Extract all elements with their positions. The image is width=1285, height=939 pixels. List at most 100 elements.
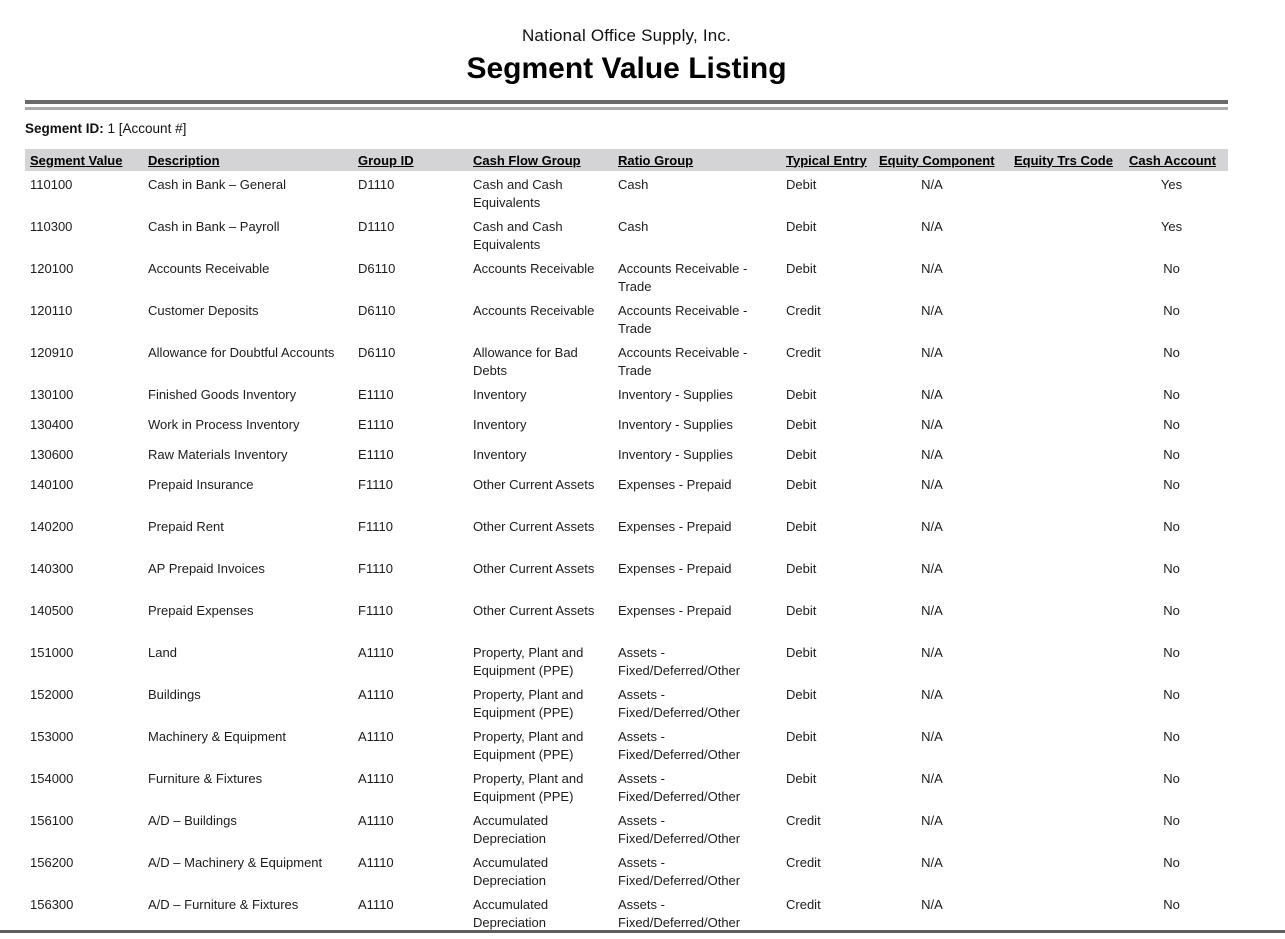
column-header-cash-flow-group: Cash Flow Group bbox=[473, 152, 581, 168]
cell-typical-entry: Credit bbox=[786, 813, 821, 828]
cell-ratio-group: Assets - Fixed/Deferred/Other bbox=[618, 813, 741, 846]
cell-cash-flow-group: Accumulated Depreciation bbox=[473, 813, 549, 846]
cell-cash-flow-group: Other Current Assets bbox=[473, 561, 595, 576]
column-header-description: Description bbox=[148, 152, 220, 168]
segment-id-value: 1 [Account #] bbox=[107, 121, 187, 136]
table-header-row: Segment Value Description Group ID Cash Flo… bbox=[25, 149, 1228, 171]
table-row: 140300 AP Prepaid Invoices F1110 Other Curr… bbox=[25, 555, 1228, 597]
table-row: 120910 Allowance for Doubtful Accounts D61… bbox=[25, 339, 1228, 381]
table-row: 120110 Customer Deposits D6110 Accounts Rec… bbox=[25, 297, 1228, 339]
cell-ratio-group: Assets - Fixed/Deferred/Other bbox=[618, 771, 741, 804]
cell-typical-entry: Debit bbox=[786, 687, 817, 702]
cell-cash-account: No bbox=[1163, 729, 1180, 744]
cell-ratio-group: Cash bbox=[618, 177, 649, 192]
cell-equity-trs-code bbox=[1009, 555, 1124, 597]
cell-group-id: A1110 bbox=[358, 645, 394, 660]
cell-group-id: E1110 bbox=[358, 447, 394, 462]
table-body: 110100 Cash in Bank – General D1110 Cash an… bbox=[25, 171, 1228, 932]
table-row: 140100 Prepaid Insurance F1110 Other Curren… bbox=[25, 471, 1228, 513]
cell-ratio-group: Assets - Fixed/Deferred/Other bbox=[618, 729, 741, 762]
cell-equity-trs-code bbox=[1009, 381, 1124, 411]
cell-description: Cash in Bank – General bbox=[148, 177, 287, 192]
cell-description: Allowance for Doubtful Accounts bbox=[148, 345, 335, 360]
cell-cash-flow-group: Property, Plant and Equipment (PPE) bbox=[473, 729, 584, 762]
cell-segment-value: 140100 bbox=[30, 477, 74, 492]
cell-equity-component: N/A bbox=[921, 177, 943, 192]
cell-segment-value: 140500 bbox=[30, 603, 74, 618]
report-title: Segment Value Listing bbox=[466, 52, 787, 85]
cell-group-id: A1110 bbox=[358, 729, 394, 744]
cell-cash-flow-group: Inventory bbox=[473, 387, 527, 402]
cell-ratio-group: Assets - Fixed/Deferred/Other bbox=[618, 897, 741, 930]
cell-equity-trs-code bbox=[1009, 807, 1124, 849]
cell-cash-account: No bbox=[1163, 303, 1180, 318]
cell-equity-trs-code bbox=[1009, 639, 1124, 681]
table-row: 140500 Prepaid Expenses F1110 Other Current… bbox=[25, 597, 1228, 639]
table-row: 130600 Raw Materials Inventory E1110 Invent… bbox=[25, 441, 1228, 471]
segment-value-table: Segment Value Description Group ID Cash Flo… bbox=[25, 149, 1228, 932]
cell-typical-entry: Debit bbox=[786, 603, 817, 618]
cell-description: A/D – Machinery & Equipment bbox=[148, 855, 323, 870]
table-row: 130100 Finished Goods Inventory E1110 Inven… bbox=[25, 381, 1228, 411]
cell-equity-trs-code bbox=[1009, 471, 1124, 513]
cell-cash-flow-group: Other Current Assets bbox=[473, 603, 595, 618]
cell-ratio-group: Inventory - Supplies bbox=[618, 387, 733, 402]
cell-typical-entry: Debit bbox=[786, 729, 817, 744]
table-row: 152000 Buildings A1110 Property, Plant and … bbox=[25, 681, 1228, 723]
header-divider-rule bbox=[25, 100, 1228, 110]
cell-equity-component: N/A bbox=[921, 645, 943, 660]
cell-group-id: F1110 bbox=[358, 519, 393, 534]
cell-ratio-group: Accounts Receivable - Trade bbox=[618, 261, 748, 294]
cell-description: Furniture & Fixtures bbox=[148, 771, 263, 786]
cell-equity-component: N/A bbox=[921, 729, 943, 744]
cell-segment-value: 130100 bbox=[30, 387, 74, 402]
cell-typical-entry: Debit bbox=[786, 447, 817, 462]
cell-group-id: D6110 bbox=[358, 345, 396, 360]
cell-equity-component: N/A bbox=[921, 219, 943, 234]
cell-cash-flow-group: Property, Plant and Equipment (PPE) bbox=[473, 687, 584, 720]
column-header-cash-account: Cash Account bbox=[1129, 152, 1216, 168]
table-row: 156300 A/D – Furniture & Fixtures A1110 Acc… bbox=[25, 891, 1228, 932]
column-header-ratio-group: Ratio Group bbox=[618, 152, 694, 168]
cell-equity-component: N/A bbox=[921, 603, 943, 618]
cell-segment-value: 130600 bbox=[30, 447, 74, 462]
cell-cash-flow-group: Other Current Assets bbox=[473, 519, 595, 534]
cell-segment-value: 151000 bbox=[30, 645, 74, 660]
column-header-typical-entry: Typical Entry bbox=[786, 152, 867, 168]
segment-id-label: Segment ID: bbox=[25, 121, 104, 136]
cell-equity-component: N/A bbox=[921, 303, 943, 318]
cell-description: Raw Materials Inventory bbox=[148, 447, 288, 462]
cell-typical-entry: Debit bbox=[786, 261, 817, 276]
cell-group-id: D1110 bbox=[358, 177, 395, 192]
cell-ratio-group: Expenses - Prepaid bbox=[618, 477, 732, 492]
column-header-equity-component: Equity Component bbox=[879, 152, 995, 168]
cell-group-id: F1110 bbox=[358, 561, 393, 576]
cell-equity-trs-code bbox=[1009, 213, 1124, 255]
cell-cash-flow-group: Cash and Cash Equivalents bbox=[473, 177, 563, 210]
cell-equity-component: N/A bbox=[921, 561, 943, 576]
cell-segment-value: 140300 bbox=[30, 561, 74, 576]
cell-cash-account: No bbox=[1163, 345, 1180, 360]
table-row: 130400 Work in Process Inventory E1110 Inve… bbox=[25, 411, 1228, 441]
cell-equity-trs-code bbox=[1009, 411, 1124, 441]
cell-cash-account: No bbox=[1163, 687, 1180, 702]
cell-equity-component: N/A bbox=[921, 687, 943, 702]
report-content: National Office Supply, Inc. Segment Val… bbox=[25, 0, 1228, 932]
cell-typical-entry: Debit bbox=[786, 417, 817, 432]
cell-cash-flow-group: Inventory bbox=[473, 417, 527, 432]
cell-description: AP Prepaid Invoices bbox=[148, 561, 265, 576]
cell-typical-entry: Credit bbox=[786, 345, 821, 360]
table-row: 140200 Prepaid Rent F1110 Other Current Ass… bbox=[25, 513, 1228, 555]
cell-ratio-group: Cash bbox=[618, 219, 649, 234]
cell-description: Prepaid Rent bbox=[148, 519, 224, 534]
cell-cash-account: No bbox=[1163, 561, 1180, 576]
cell-description: Machinery & Equipment bbox=[148, 729, 287, 744]
cell-group-id: A1110 bbox=[358, 771, 394, 786]
cell-cash-flow-group: Cash and Cash Equivalents bbox=[473, 219, 563, 252]
cell-segment-value: 153000 bbox=[30, 729, 74, 744]
cell-cash-account: No bbox=[1163, 519, 1180, 534]
cell-ratio-group: Assets - Fixed/Deferred/Other bbox=[618, 855, 741, 888]
cell-typical-entry: Debit bbox=[786, 645, 817, 660]
cell-ratio-group: Accounts Receivable - Trade bbox=[618, 345, 748, 378]
